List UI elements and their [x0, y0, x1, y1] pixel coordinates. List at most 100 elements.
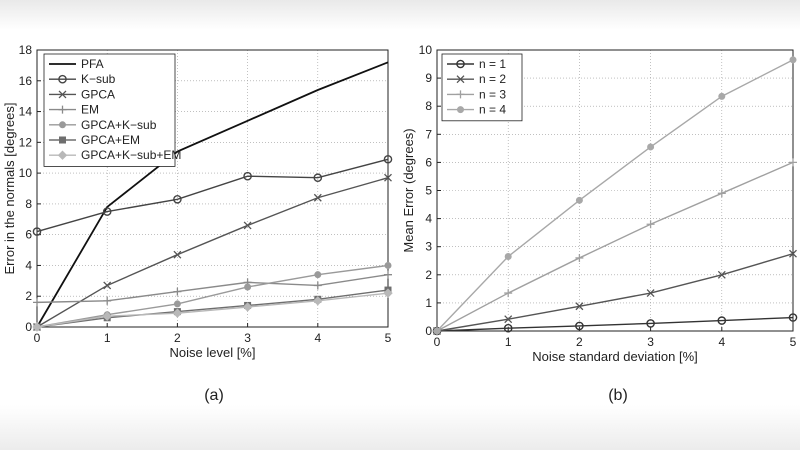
- chart-b-xtick-label: 4: [718, 335, 725, 349]
- chart-b-legend-marker: [456, 75, 465, 84]
- chart-a-xlabel: Noise level [%]: [170, 345, 256, 360]
- chart-b-xtick-label: 1: [505, 335, 512, 349]
- chart-b-series-n-2-line: [436, 253, 794, 332]
- chart-a-series-gpca-point: [313, 193, 322, 202]
- chart-a-series-gpca-em-line: [36, 289, 389, 328]
- chart-b-series-n-1: [432, 313, 798, 336]
- chart-a-series-em-point: [173, 287, 182, 296]
- chart-a-series-gpca-point: [173, 250, 182, 259]
- chart-a-frame: [36, 49, 389, 328]
- chart-a-legend-label: GPCA+K−sub+EM: [81, 148, 181, 162]
- chart-a-ytick-label: 0: [25, 320, 32, 334]
- chart-a-ylabel: Error in the normals [degrees]: [2, 103, 17, 275]
- chart-a-series-gpca-k-sub-em: [32, 288, 393, 332]
- chart-a-series-gpca-k-sub-em-point: [313, 296, 323, 306]
- chart-b-series-n-4: [433, 56, 797, 335]
- chart-b-series-n-2: [433, 249, 797, 335]
- chart-a-legend-label: GPCA+K−sub: [81, 118, 157, 132]
- chart-a-series-k-sub-point: [313, 173, 323, 183]
- chart-a-series-em-point: [384, 270, 392, 279]
- chart-a-legend-label: EM: [81, 103, 99, 117]
- chart-a-xtick-label: 5: [385, 331, 392, 345]
- chart-a-series-gpca-k-sub-em-point: [172, 308, 183, 318]
- chart-b-series-n-4-point: [647, 143, 655, 151]
- chart-b-series-n-3: [433, 158, 797, 335]
- chart-b-series-n-3-line: [436, 161, 794, 332]
- chart-b-xtick-label: 5: [790, 335, 797, 349]
- chart-b-ytick-label: 7: [425, 127, 432, 141]
- chart-b-series-n-1-point: [646, 319, 655, 328]
- chart-a-series-k-sub: [32, 154, 393, 236]
- chart-a-ytick-label: 14: [19, 105, 33, 119]
- chart-a-series-gpca-line: [36, 177, 389, 328]
- chart-a-xtick-label: 2: [174, 331, 181, 345]
- chart-b-legend-marker: [456, 90, 465, 99]
- chart-a-series-k-sub-point: [32, 227, 42, 236]
- chart-b-series-n-4-point: [575, 196, 583, 204]
- chart-b-ytick-label: 8: [425, 99, 432, 113]
- chart-a-legend-marker: [59, 121, 66, 129]
- chart-b-series-n-1-line: [436, 316, 794, 332]
- chart-a-xtick-label: 1: [104, 331, 111, 345]
- chart-a-series-gpca-k-sub-point: [314, 271, 322, 279]
- chart-a-series-k-sub-point: [383, 154, 393, 164]
- chart-a-ytick-label: 2: [25, 289, 32, 303]
- chart-a-caption: (a): [204, 387, 224, 404]
- chart-a-series-gpca-k-sub-point: [384, 261, 392, 269]
- chart-a-series-gpca-k-sub-line: [36, 264, 389, 328]
- chart-b-legend-label: n = 3: [479, 87, 506, 101]
- chart-a-series-k-sub-point: [243, 171, 252, 181]
- chart-b-series-n-4-point: [718, 92, 726, 100]
- chart-b-series-n-1-point: [717, 316, 727, 325]
- chart-a-series-gpca-k-sub-point: [244, 283, 252, 291]
- chart-a-legend-marker: [58, 105, 67, 114]
- chart-a-ytick-label: 16: [19, 74, 33, 88]
- chart-b-series-n-1-point: [575, 321, 584, 331]
- chart-b-legend-label: n = 1: [479, 57, 506, 71]
- chart-a-legend-label: K−sub: [81, 72, 116, 86]
- chart-a-series-em-point: [33, 298, 41, 307]
- chart-b-caption: (b): [608, 387, 628, 404]
- chart-b-series-n-3-point: [646, 220, 655, 229]
- chart-b-ylabel: Mean Error (degrees): [401, 128, 416, 252]
- chart-a-series-gpca-k-sub-em-point: [102, 311, 112, 321]
- chart-a-legend-label: GPCA+EM: [81, 133, 140, 147]
- chart-b-xlabel: Noise standard deviation [%]: [532, 349, 697, 364]
- chart-a-series-gpca-k-sub-em-point: [383, 288, 393, 298]
- chart-a-legend-marker: [58, 74, 67, 84]
- chart-b: 0 1 2 3 4 5 0 1 2 3 4 5 6 7 8 9 10 Noise standard deviati…: [401, 43, 798, 404]
- chart-b-xtick-label: 3: [647, 335, 654, 349]
- chart-b-ytick-label: 1: [425, 296, 432, 310]
- chart-b-legend-label: n = 2: [479, 72, 506, 86]
- chart-b-ytick-label: 10: [419, 43, 433, 57]
- chart-a-xtick-label: 4: [314, 331, 321, 345]
- chart-b-series-n-2-point: [504, 315, 513, 324]
- chart-a-series-em-point: [313, 281, 322, 290]
- chart-a-legend-marker: [59, 136, 66, 144]
- chart-a-ytick-label: 8: [25, 197, 32, 211]
- chart-b-legend-marker: [456, 59, 465, 69]
- chart-a-legend-marker: [57, 150, 68, 160]
- chart-b-legend-marker: [457, 106, 464, 114]
- chart-b-ytick-label: 9: [425, 71, 432, 85]
- chart-a-legend-label: PFA: [81, 57, 104, 71]
- chart-a-series-gpca-point: [243, 221, 252, 230]
- chart-b-series-n-2-point: [575, 302, 584, 311]
- chart-b-series-n-3-point: [789, 158, 797, 167]
- chart-b-series-n-4-point: [433, 327, 441, 335]
- chart-a-ytick-label: 6: [25, 228, 32, 242]
- chart-a-series-gpca-k-sub-em-point: [242, 302, 253, 312]
- chart-b-series-n-3-point: [575, 253, 584, 262]
- chart-a-series-gpca-k-sub-em-point: [32, 322, 42, 332]
- chart-b-series-n-4-point: [504, 253, 512, 261]
- chart-a-series-em: [33, 270, 392, 307]
- chart-b-legend-label: n = 4: [479, 103, 506, 117]
- chart-b-series-n-4-point: [789, 56, 797, 64]
- chart-b-ytick-label: 3: [425, 240, 432, 254]
- chart-b-ytick-label: 4: [425, 212, 432, 226]
- chart-b-legend: n = 1n = 2n = 3 n = 4: [441, 53, 523, 122]
- chart-a-legend-label: GPCA: [81, 87, 115, 101]
- chart-b-ytick-label: 0: [425, 324, 432, 338]
